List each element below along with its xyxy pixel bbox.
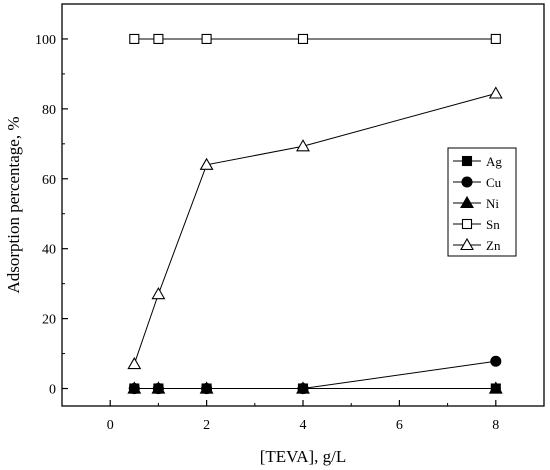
x-tick-label: 8 <box>492 418 499 433</box>
legend-box <box>447 147 517 257</box>
data-point-sn <box>201 33 212 45</box>
legend-item-cu: Cu <box>453 175 502 190</box>
data-point-zn <box>296 139 310 152</box>
y-tick-label: 0 <box>49 383 56 398</box>
x-tick-label: 2 <box>203 418 210 433</box>
series-line-cu <box>134 360 496 390</box>
data-point-ni <box>199 381 214 394</box>
data-point-zn <box>127 356 142 370</box>
data-point-zn <box>488 86 503 99</box>
y-axis-title: Adsorption percentage, % <box>4 116 23 293</box>
x-tick-label: 4 <box>300 418 307 433</box>
x-tick-label: 6 <box>396 418 403 433</box>
legend-item-zn: Zn <box>453 237 501 253</box>
legend-marker-cu <box>461 176 473 188</box>
y-tick-label: 60 <box>42 173 56 188</box>
data-point-ni <box>127 381 142 394</box>
y-tick-label: 100 <box>35 33 56 48</box>
legend-marker-ni <box>460 195 474 209</box>
data-point-ni <box>488 381 503 394</box>
legend-label-zn: Zn <box>486 238 501 253</box>
data-point-sn <box>129 33 140 45</box>
legend-item-ni: Ni <box>453 195 499 211</box>
series-layer <box>127 33 503 395</box>
series-zn <box>127 86 503 370</box>
x-tick-label: 0 <box>107 418 114 433</box>
legend-label-ni: Ni <box>486 196 499 211</box>
data-point-sn <box>297 33 309 45</box>
data-point-zn <box>151 287 166 300</box>
legend-label-cu: Cu <box>486 175 502 190</box>
legend-label-sn: Sn <box>486 217 500 232</box>
legend-item-ag: Ag <box>453 154 502 169</box>
y-tick-label: 20 <box>42 313 56 328</box>
y-tick-label: 40 <box>42 243 56 258</box>
series-sn <box>129 33 501 45</box>
legend-marker-zn <box>460 237 474 251</box>
legend-marker-sn <box>461 218 473 230</box>
legend-label-ag: Ag <box>486 154 502 169</box>
data-point-cu <box>490 355 502 367</box>
data-point-ni <box>151 381 166 394</box>
series-ni <box>127 381 503 394</box>
data-point-zn <box>199 157 214 170</box>
data-point-ni <box>296 381 310 394</box>
y-tick-label: 80 <box>42 103 56 118</box>
legend-marker-ag <box>461 155 473 167</box>
x-axis-title: [TEVA], g/L <box>260 447 347 466</box>
series-line-zn <box>133 93 496 365</box>
series-cu <box>128 355 502 395</box>
data-point-sn <box>153 33 164 45</box>
legend: Ag Cu Ni Sn Zn <box>447 147 517 257</box>
legend-item-sn: Sn <box>453 217 500 232</box>
data-point-sn <box>490 33 501 45</box>
